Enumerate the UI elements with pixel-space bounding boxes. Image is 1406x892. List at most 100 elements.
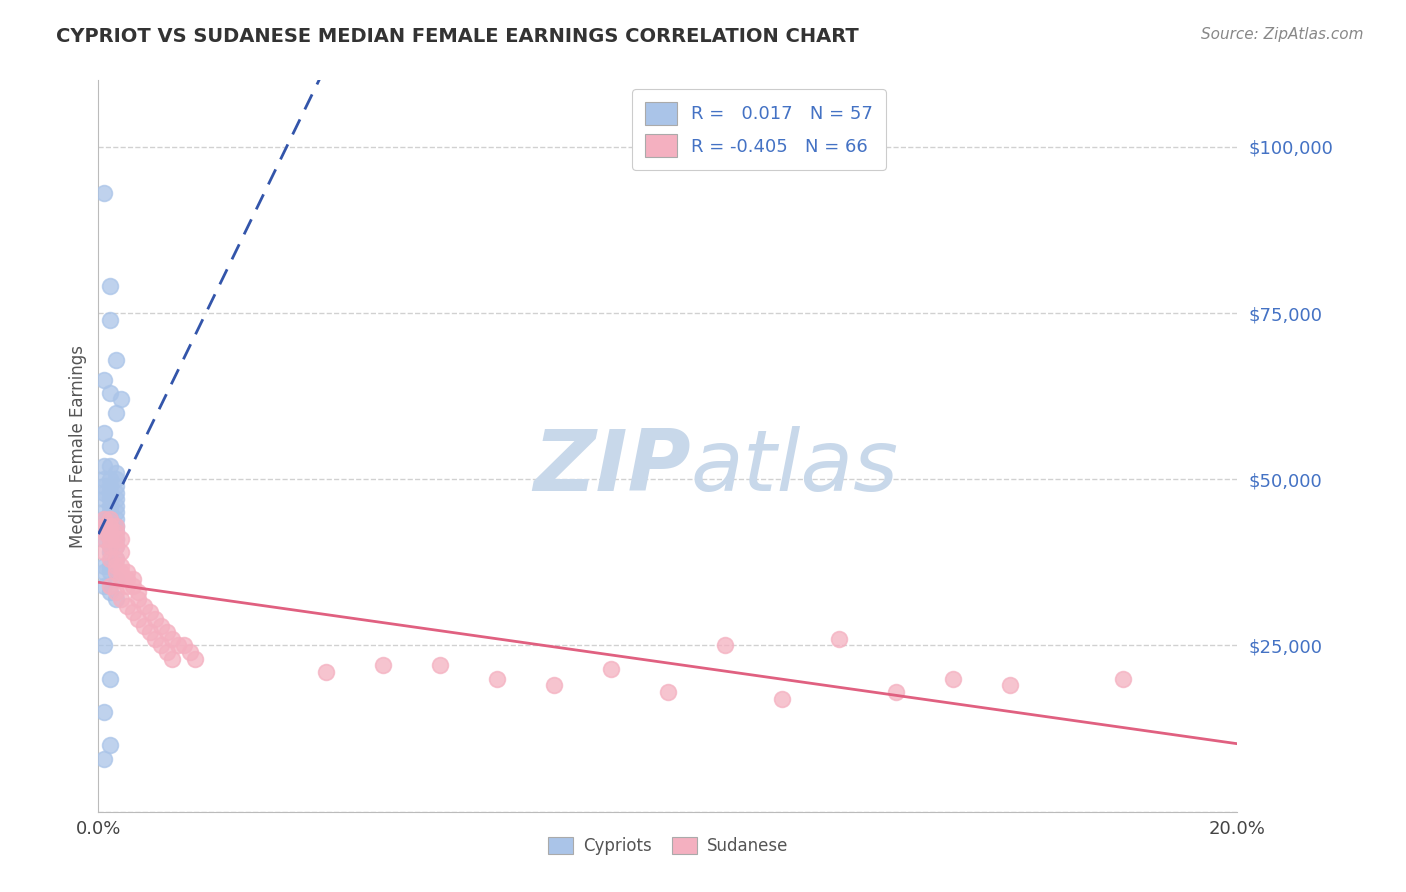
Point [104, 525, 127, 540]
Point [98, 506, 121, 520]
Point [315, 665, 337, 679]
Point [104, 492, 127, 507]
Point [127, 585, 149, 599]
Point [98, 518, 121, 533]
Point [110, 591, 132, 606]
Point [98, 518, 121, 533]
Point [150, 639, 173, 653]
Point [98, 552, 121, 566]
Point [373, 658, 395, 673]
Point [657, 685, 679, 699]
Point [145, 632, 167, 646]
Point [115, 599, 138, 613]
Point [600, 662, 623, 676]
Point [127, 612, 149, 626]
Point [104, 406, 127, 420]
Point [104, 539, 127, 553]
Text: Source: ZipAtlas.com: Source: ZipAtlas.com [1201, 27, 1364, 42]
Point [104, 532, 127, 546]
Point [93, 485, 115, 500]
Point [104, 518, 127, 533]
Point [93, 579, 115, 593]
Point [184, 652, 207, 666]
Point [93, 566, 115, 580]
Point [104, 525, 127, 540]
Point [162, 652, 184, 666]
Point [110, 566, 132, 580]
Point [98, 738, 121, 752]
Point [429, 658, 451, 673]
Point [173, 639, 195, 653]
Point [115, 579, 138, 593]
Point [1112, 672, 1135, 686]
Point [104, 539, 127, 553]
Text: atlas: atlas [690, 426, 898, 509]
Point [104, 466, 127, 480]
Point [104, 552, 127, 566]
Point [121, 579, 143, 593]
Point [104, 506, 127, 520]
Point [98, 312, 121, 326]
Point [98, 539, 121, 553]
Point [93, 492, 115, 507]
Point [714, 639, 737, 653]
Point [98, 539, 121, 553]
Point [93, 512, 115, 526]
Point [98, 532, 121, 546]
Point [104, 352, 127, 367]
Point [93, 479, 115, 493]
Point [93, 472, 115, 486]
Point [104, 558, 127, 573]
Point [115, 572, 138, 586]
Point [104, 512, 127, 526]
Y-axis label: Median Female Earnings: Median Female Earnings [69, 344, 87, 548]
Point [98, 525, 121, 540]
Point [770, 691, 793, 706]
Text: CYPRIOT VS SUDANESE MEDIAN FEMALE EARNINGS CORRELATION CHART: CYPRIOT VS SUDANESE MEDIAN FEMALE EARNIN… [56, 27, 859, 45]
Point [884, 685, 907, 699]
Point [104, 518, 127, 533]
Point [110, 545, 132, 559]
Point [93, 425, 115, 440]
Point [98, 439, 121, 453]
Point [98, 458, 121, 473]
Point [110, 392, 132, 407]
Point [104, 472, 127, 486]
Legend: Cypriots, Sudanese: Cypriots, Sudanese [541, 830, 794, 862]
Point [98, 499, 121, 513]
Point [93, 545, 115, 559]
Point [93, 518, 115, 533]
Point [98, 479, 121, 493]
Point [93, 525, 115, 540]
Point [104, 485, 127, 500]
Point [98, 512, 121, 526]
Point [93, 705, 115, 719]
Point [156, 625, 179, 640]
Point [110, 558, 132, 573]
Point [93, 558, 115, 573]
Point [167, 639, 190, 653]
Point [145, 612, 167, 626]
Point [115, 566, 138, 580]
Point [98, 672, 121, 686]
Point [828, 632, 851, 646]
Point [93, 506, 115, 520]
Point [93, 751, 115, 765]
Point [121, 572, 143, 586]
Point [998, 678, 1021, 692]
Text: ZIP: ZIP [533, 426, 690, 509]
Point [93, 518, 115, 533]
Point [110, 572, 132, 586]
Point [104, 479, 127, 493]
Point [127, 591, 149, 606]
Point [98, 579, 121, 593]
Point [98, 525, 121, 540]
Point [93, 532, 115, 546]
Point [138, 625, 160, 640]
Point [156, 645, 179, 659]
Point [98, 545, 121, 559]
Point [132, 618, 155, 632]
Point [98, 585, 121, 599]
Point [98, 492, 121, 507]
Point [132, 599, 155, 613]
